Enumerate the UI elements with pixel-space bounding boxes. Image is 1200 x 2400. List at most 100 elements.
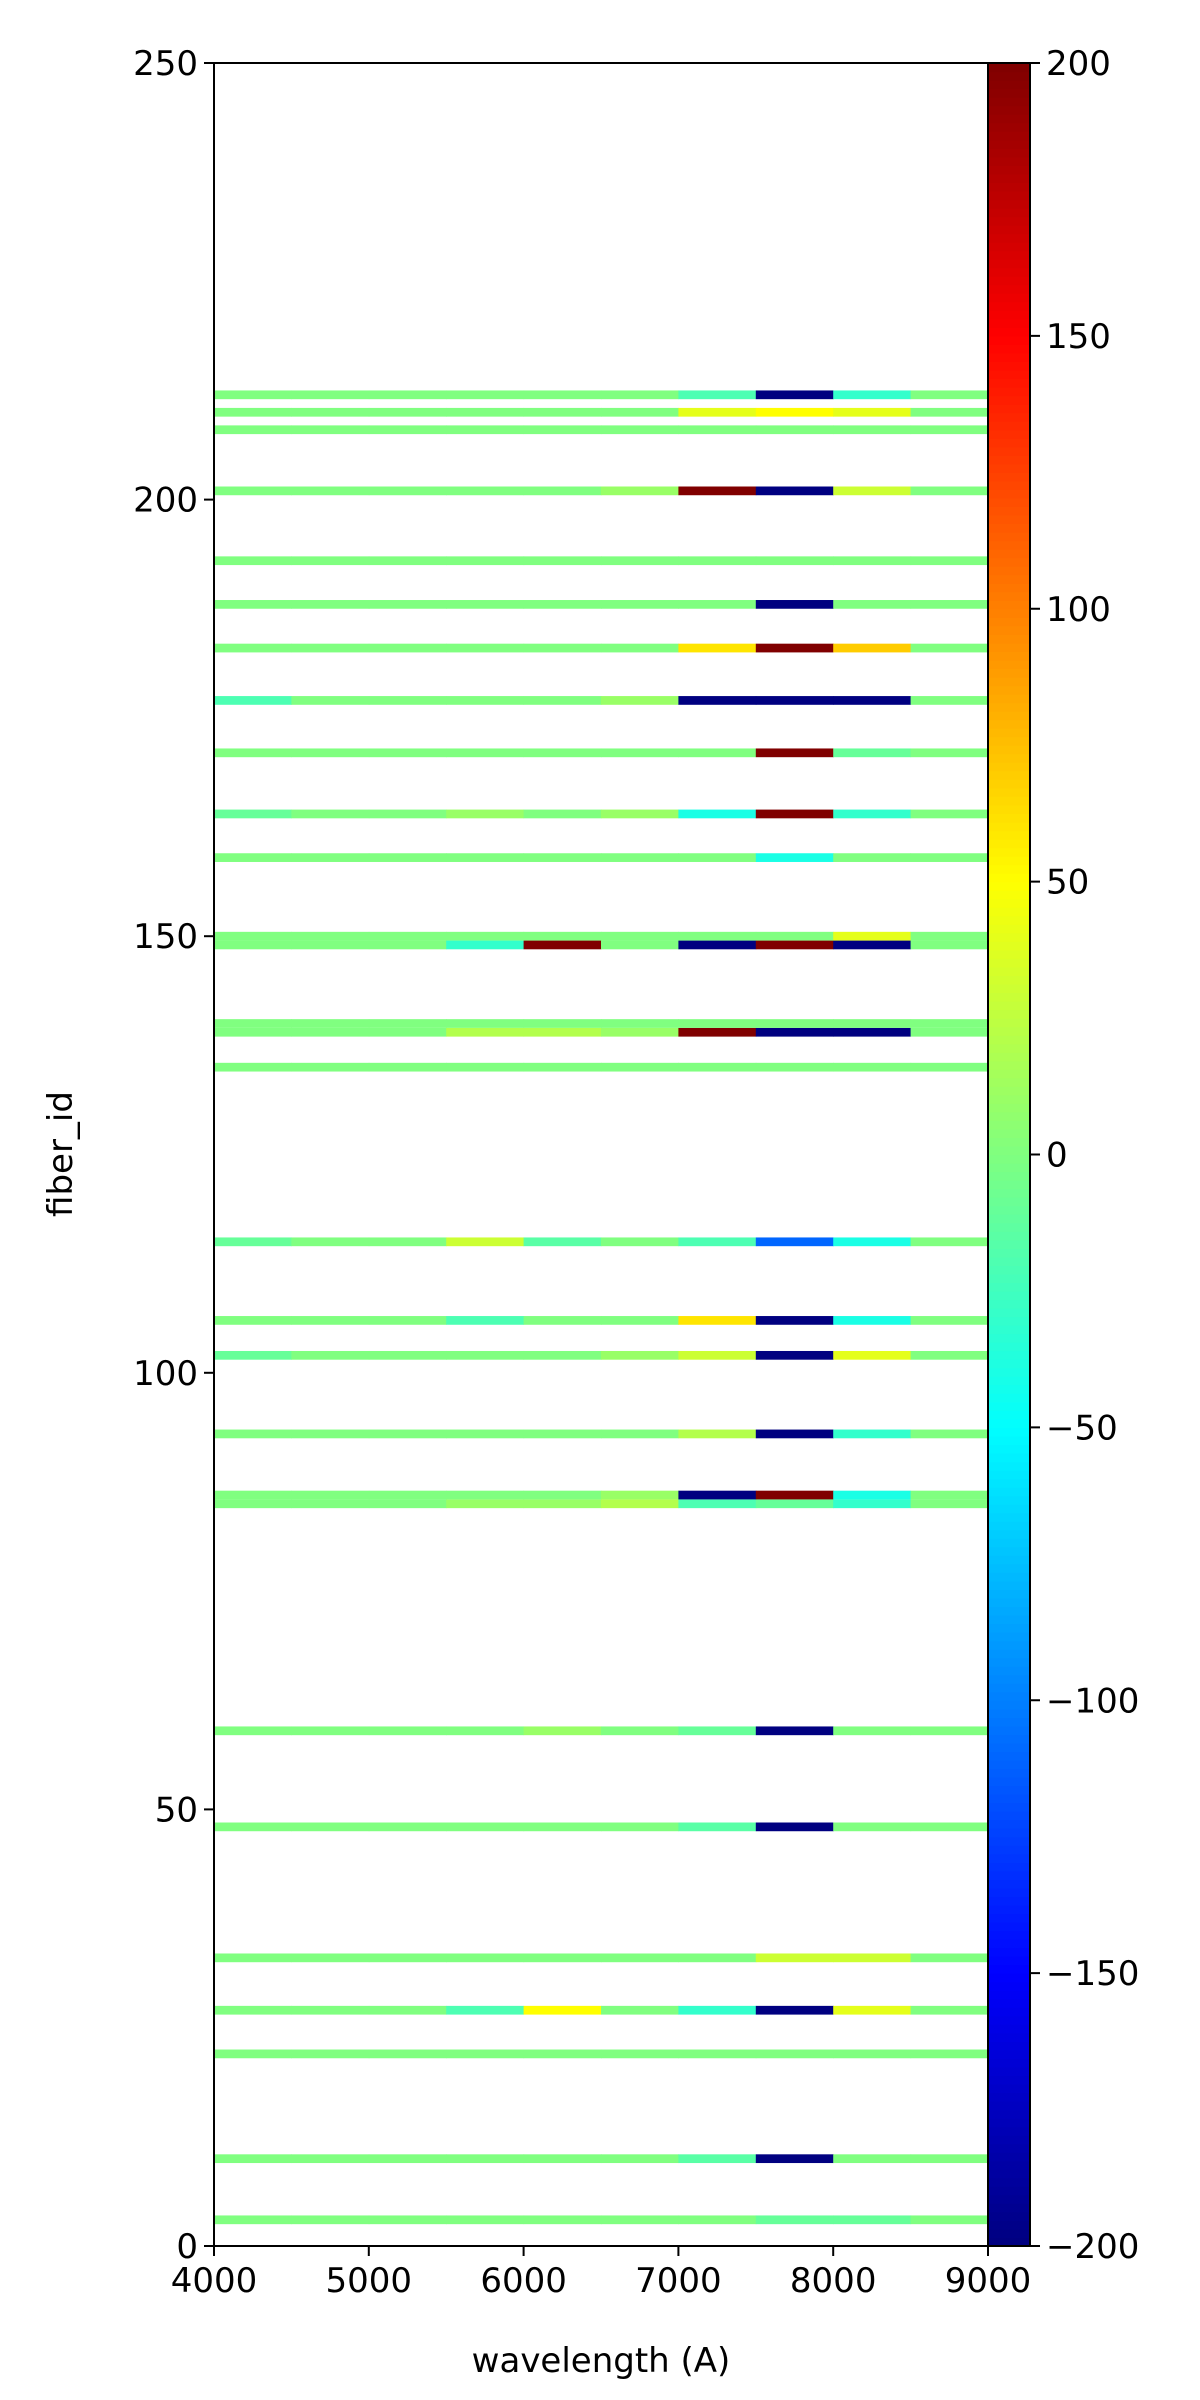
heatmap-cell bbox=[446, 390, 525, 400]
heatmap-cell bbox=[755, 486, 834, 496]
colorbar-segment bbox=[988, 2007, 1030, 2017]
heatmap-cell bbox=[678, 1429, 757, 1439]
colorbar-segment bbox=[988, 2075, 1030, 2085]
colorbar-segment bbox=[988, 1632, 1030, 1642]
colorbar-segment bbox=[988, 1555, 1030, 1565]
heatmap-cell bbox=[910, 1316, 989, 1325]
heatmap-cell bbox=[755, 748, 834, 758]
colorbar-segment bbox=[988, 2186, 1030, 2196]
colorbar-segment bbox=[988, 327, 1030, 337]
heatmap-cell bbox=[833, 1499, 912, 1509]
heatmap-cell bbox=[833, 809, 912, 819]
colorbar-segment bbox=[988, 949, 1030, 959]
heatmap-cell bbox=[601, 643, 679, 653]
colorbar-segment bbox=[988, 1776, 1030, 1787]
colorbar-segment bbox=[988, 983, 1030, 994]
colorbar-segment bbox=[988, 472, 1030, 482]
y-tick-label: 0 bbox=[176, 2227, 198, 2267]
heatmap-cell bbox=[446, 940, 525, 950]
heatmap-cells bbox=[214, 390, 989, 2225]
colorbar-segment bbox=[988, 1930, 1030, 1940]
colorbar-segment bbox=[988, 1691, 1030, 1701]
colorbar-segment bbox=[988, 318, 1030, 328]
heatmap-cell bbox=[446, 1019, 525, 1028]
heatmap-cell bbox=[523, 2049, 602, 2059]
colorbar-segment bbox=[988, 1316, 1030, 1326]
heatmap-cell bbox=[214, 407, 292, 417]
colorbar-segment bbox=[988, 932, 1030, 942]
colorbar-segment bbox=[988, 1742, 1030, 1753]
heatmap-cell bbox=[368, 748, 447, 758]
heatmap-cell bbox=[601, 390, 679, 400]
colorbar-segment bbox=[988, 1811, 1030, 1821]
heatmap-cell bbox=[214, 556, 292, 566]
colorbar-segment bbox=[988, 216, 1030, 226]
heatmap-cell bbox=[214, 1822, 292, 1832]
heatmap-cell bbox=[523, 643, 602, 653]
heatmap-cell bbox=[214, 600, 292, 609]
heatmap-cell bbox=[678, 425, 757, 435]
colorbar-segment bbox=[988, 864, 1030, 874]
heatmap-cell bbox=[755, 940, 834, 950]
colorbar-segment bbox=[988, 80, 1030, 90]
heatmap-cell bbox=[910, 556, 989, 566]
heatmap-cell bbox=[601, 853, 679, 862]
heatmap-cell bbox=[446, 853, 525, 862]
heatmap-cell bbox=[910, 2215, 989, 2225]
colorbar-segment bbox=[988, 2169, 1030, 2179]
colorbar-segment bbox=[988, 591, 1030, 601]
heatmap-cell bbox=[755, 425, 834, 435]
heatmap-cell bbox=[601, 556, 679, 566]
heatmap-cell bbox=[214, 1237, 292, 1247]
colorbar-segment bbox=[988, 1290, 1030, 1301]
colorbar-tick-label: 100 bbox=[1046, 590, 1111, 630]
heatmap-cell bbox=[833, 1726, 912, 1736]
colorbar-segment bbox=[988, 463, 1030, 473]
heatmap-cell bbox=[291, 1350, 370, 1360]
heatmap-cell bbox=[601, 407, 679, 417]
colorbar-segment bbox=[988, 924, 1030, 934]
heatmap-cell bbox=[368, 696, 447, 705]
heatmap-cell bbox=[833, 940, 912, 950]
heatmap-cell bbox=[755, 556, 834, 566]
colorbar-segment bbox=[988, 1342, 1030, 1352]
heatmap-cell bbox=[601, 600, 679, 609]
heatmap-cell bbox=[368, 1499, 447, 1509]
colorbar-segment bbox=[988, 1325, 1030, 1335]
heatmap-cell bbox=[446, 1490, 525, 1500]
colorbar-segment bbox=[988, 676, 1030, 687]
colorbar-segment bbox=[988, 2228, 1030, 2239]
heatmap-cell bbox=[214, 1019, 292, 1028]
colorbar-segment bbox=[988, 114, 1030, 124]
heatmap-cell bbox=[755, 696, 834, 705]
heatmap-cell bbox=[601, 1316, 679, 1325]
heatmap-cell bbox=[523, 940, 602, 950]
heatmap-cell bbox=[523, 2005, 602, 2015]
heatmap-cell bbox=[601, 2049, 679, 2059]
heatmap-cell bbox=[678, 696, 757, 705]
colorbar-segment bbox=[988, 804, 1030, 815]
colorbar-segment bbox=[988, 1094, 1030, 1104]
heatmap-cell bbox=[523, 390, 602, 400]
colorbar-segment bbox=[988, 165, 1030, 175]
x-tick-label: 8000 bbox=[790, 2261, 877, 2301]
heatmap-cell bbox=[755, 1429, 834, 1439]
heatmap-cell bbox=[833, 486, 912, 496]
heatmap-cell bbox=[833, 2049, 912, 2059]
heatmap-cell bbox=[910, 390, 989, 400]
colorbar-segment bbox=[988, 1478, 1030, 1488]
heatmap-cell bbox=[910, 643, 989, 653]
heatmap-cell bbox=[678, 940, 757, 950]
colorbar-segment bbox=[988, 2211, 1030, 2222]
colorbar-segment bbox=[988, 787, 1030, 797]
colorbar-segment bbox=[988, 1921, 1030, 1932]
heatmap-cell bbox=[214, 2005, 292, 2015]
heatmap-cell bbox=[833, 1237, 912, 1247]
colorbar-segment bbox=[988, 88, 1030, 98]
colorbar-segment bbox=[988, 583, 1030, 593]
heatmap-cell bbox=[291, 425, 370, 435]
heatmap-cell bbox=[446, 2215, 525, 2225]
colorbar-segment bbox=[988, 1239, 1030, 1249]
heatmap-cell bbox=[678, 853, 757, 862]
heatmap-cell bbox=[910, 748, 989, 758]
